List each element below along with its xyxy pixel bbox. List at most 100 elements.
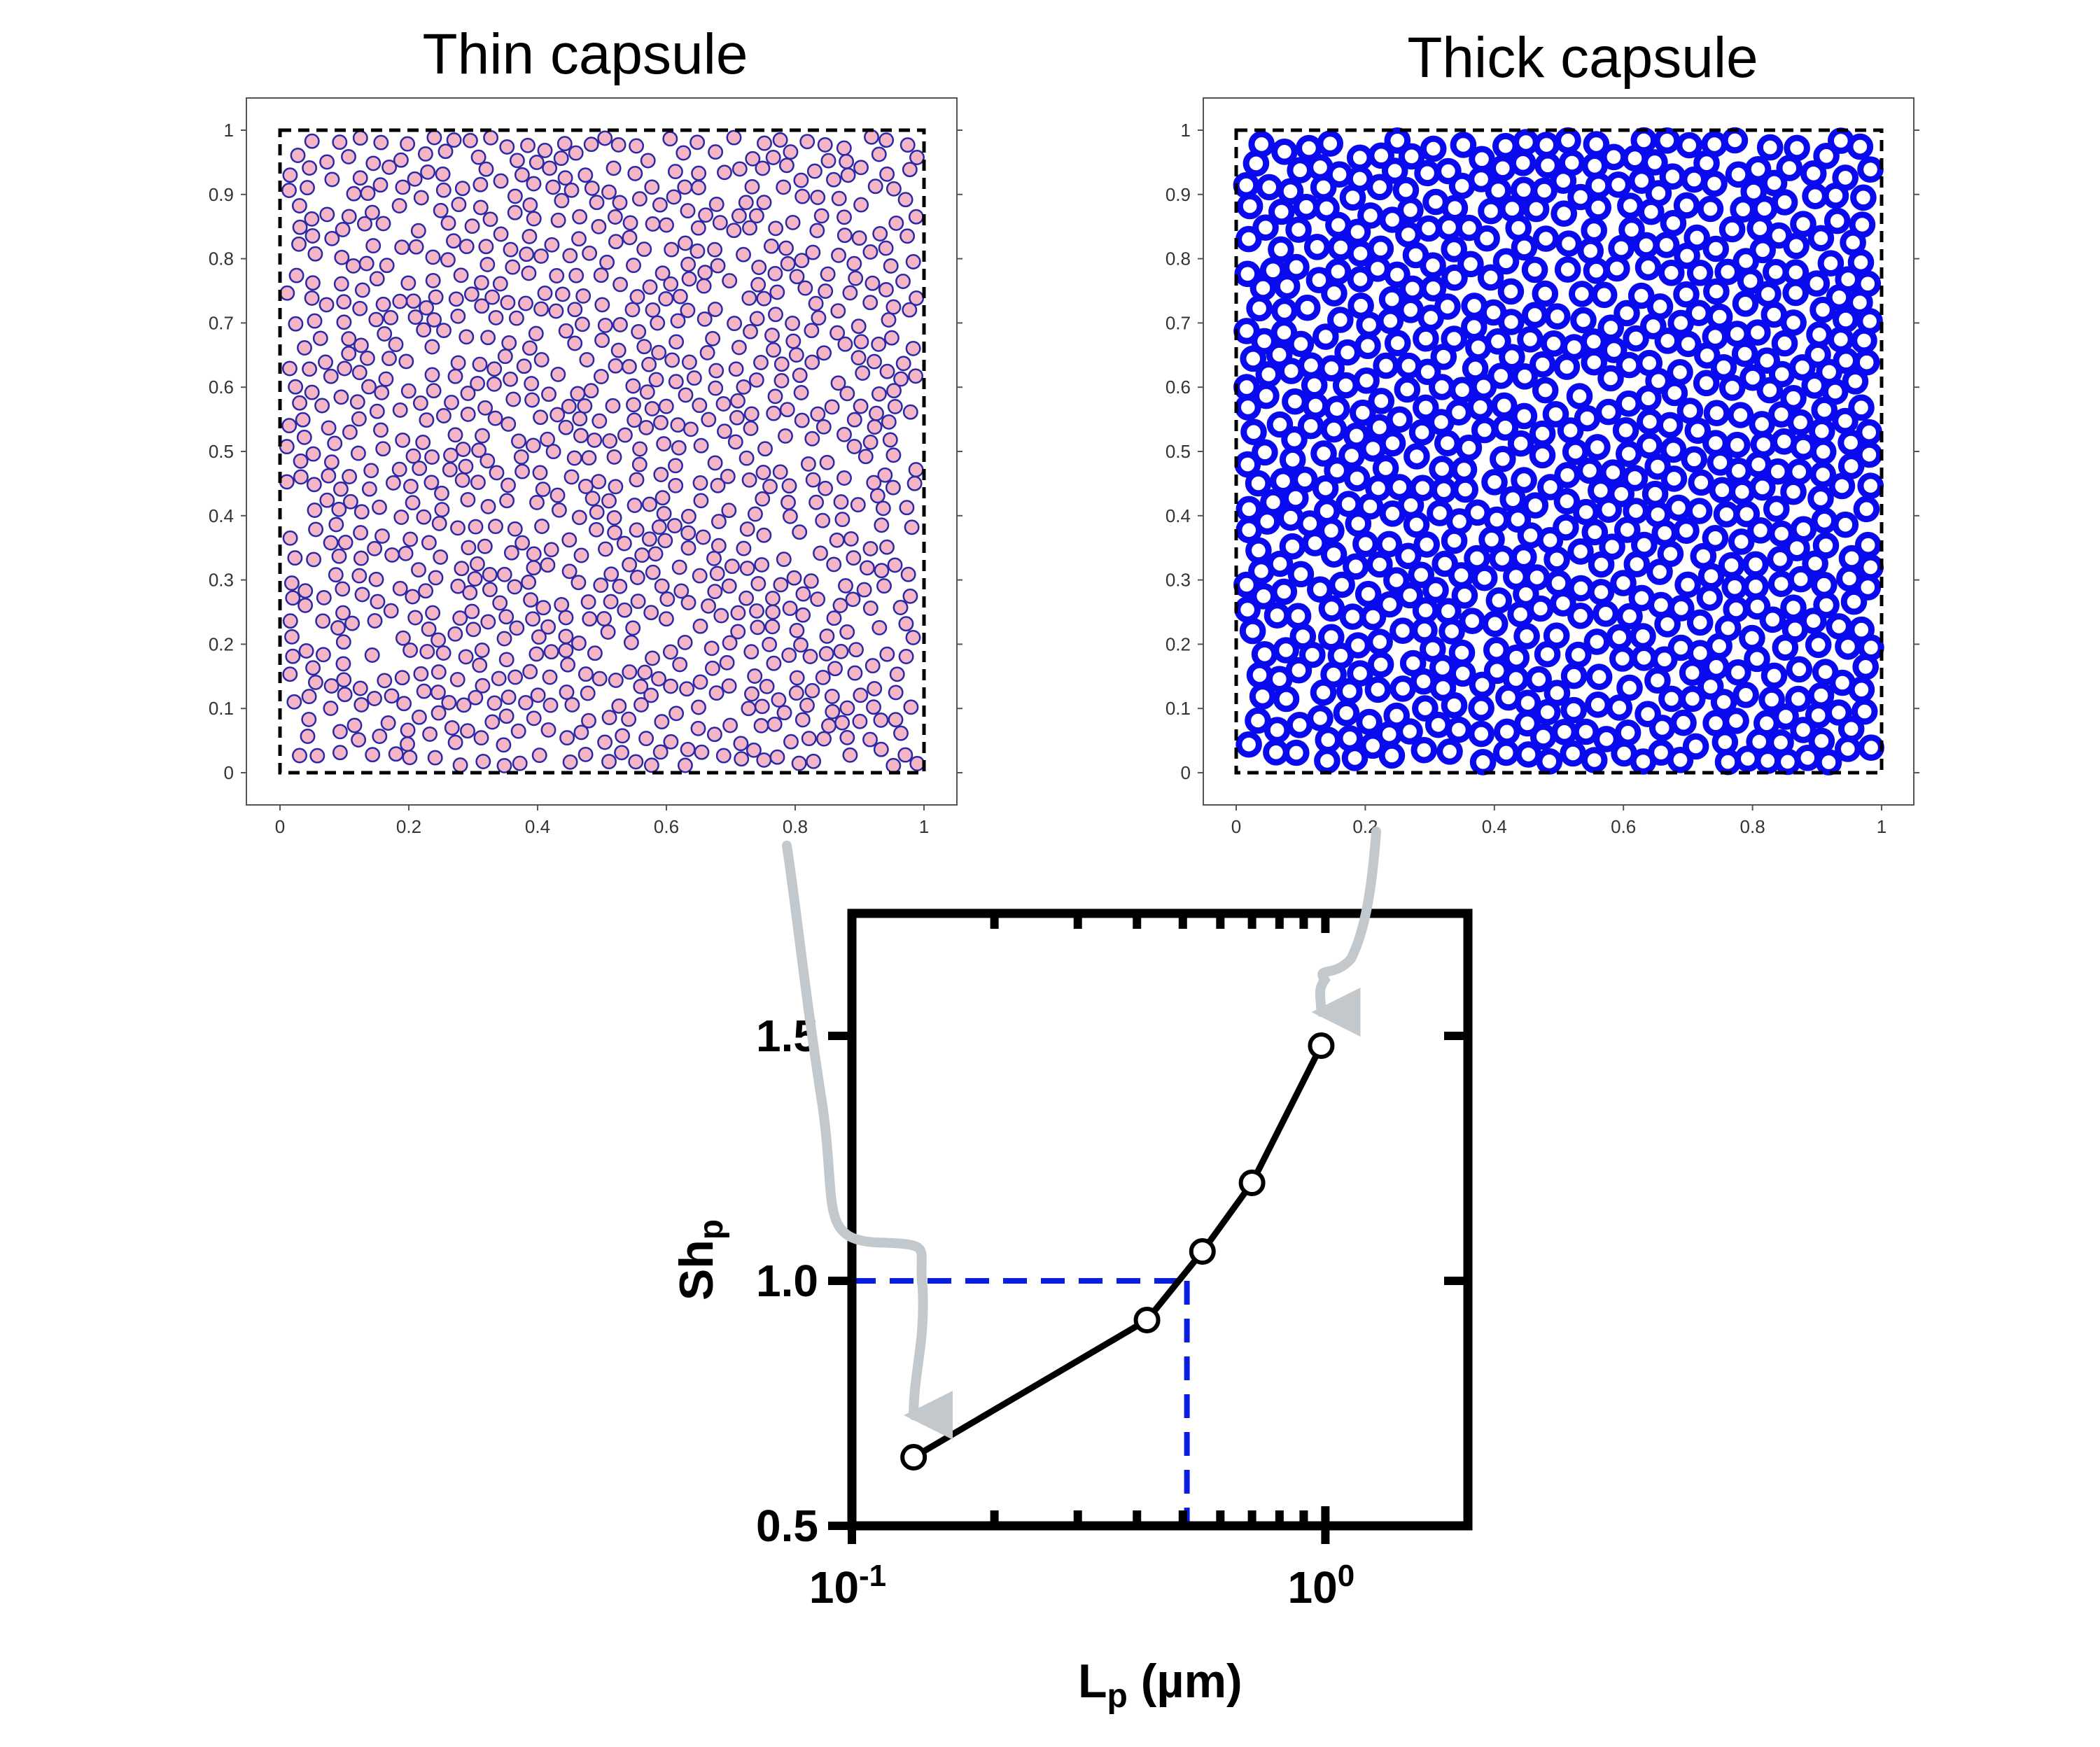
particle <box>288 316 304 332</box>
particle <box>328 517 344 533</box>
particle <box>400 275 416 291</box>
particle-core <box>1422 608 1429 614</box>
particle-core <box>1480 384 1487 390</box>
x-tick-base: 10 <box>1288 1562 1338 1613</box>
particle <box>708 196 724 212</box>
particle <box>888 712 904 728</box>
particle <box>731 339 747 356</box>
particle-core <box>1791 489 1796 495</box>
particle-core <box>1837 337 1844 342</box>
particle <box>529 494 545 510</box>
particle <box>899 137 916 153</box>
particle-core <box>1392 168 1398 174</box>
particle <box>526 710 542 727</box>
particle <box>402 643 419 658</box>
particle <box>606 510 622 526</box>
particle <box>292 395 308 411</box>
particle-core <box>1793 243 1800 249</box>
particle <box>644 179 660 195</box>
particle-core <box>1639 595 1645 601</box>
particle <box>413 666 429 682</box>
particle <box>680 595 696 610</box>
particle-core <box>1394 340 1401 346</box>
particle <box>392 402 408 418</box>
particle <box>708 380 724 396</box>
particle <box>364 647 380 663</box>
particle <box>346 717 363 734</box>
particle-core <box>1503 258 1509 265</box>
particle-core <box>1839 483 1845 489</box>
particle <box>769 284 785 300</box>
particle <box>736 246 751 262</box>
particle <box>744 686 760 702</box>
particle-core <box>1618 245 1625 251</box>
particle-core <box>1287 514 1294 521</box>
particle <box>809 223 825 239</box>
particle-core <box>1626 362 1632 368</box>
particle <box>776 552 792 568</box>
particle <box>521 265 537 281</box>
particle <box>622 230 638 246</box>
particle <box>477 538 493 554</box>
particle-core <box>1320 184 1326 190</box>
particle <box>766 716 783 732</box>
particle-core <box>1782 340 1788 346</box>
particle <box>768 220 784 237</box>
particle <box>708 685 724 701</box>
particle <box>658 611 674 627</box>
particle <box>710 538 727 554</box>
particle-core <box>1532 267 1538 273</box>
particle <box>499 493 515 509</box>
particle-core <box>1358 302 1364 309</box>
reference-dashed-lines <box>852 1278 1190 1526</box>
particle <box>776 179 792 195</box>
particle-core <box>1553 633 1560 639</box>
particle <box>530 687 546 703</box>
particle <box>581 713 596 729</box>
particle <box>644 400 660 416</box>
particle <box>554 286 570 302</box>
thin-x-axis: 0 0.2 0.4 0.6 0.8 1 <box>275 805 929 837</box>
particle <box>738 590 755 606</box>
particle <box>881 414 897 430</box>
particle <box>754 556 770 573</box>
particle <box>402 750 418 766</box>
particle <box>629 570 645 585</box>
particle-core <box>1627 203 1633 209</box>
particle <box>412 395 428 411</box>
particle <box>908 209 924 225</box>
particle-core <box>1505 694 1511 701</box>
particle <box>501 335 517 351</box>
particle <box>575 288 592 304</box>
data-series <box>900 1032 1335 1471</box>
particle-core <box>1739 489 1745 495</box>
particle <box>341 148 356 164</box>
data-point <box>1189 1238 1216 1265</box>
particle-core <box>1420 485 1426 491</box>
y-tick-label: 0.5 <box>756 1501 818 1551</box>
particle <box>667 164 683 180</box>
particle-core <box>1245 461 1251 468</box>
particle <box>850 318 867 335</box>
particle <box>639 384 655 400</box>
particle-core <box>1292 398 1298 405</box>
particle-core <box>1366 322 1373 328</box>
particle-core <box>1418 572 1424 578</box>
y-tick-label: 0.5 <box>209 441 234 462</box>
particle <box>430 705 447 721</box>
particle <box>328 567 344 583</box>
particle <box>748 208 764 224</box>
particle <box>454 561 470 577</box>
particle <box>729 409 745 426</box>
particle-core <box>1522 373 1528 379</box>
particle <box>805 472 821 488</box>
particle-core <box>1695 428 1701 434</box>
particle <box>304 275 321 291</box>
particle <box>610 342 626 358</box>
particle <box>550 407 566 423</box>
particle-core <box>1861 337 1867 344</box>
particle <box>853 197 869 213</box>
particle <box>690 243 706 259</box>
particle-core <box>1320 689 1326 696</box>
particle <box>372 177 388 193</box>
